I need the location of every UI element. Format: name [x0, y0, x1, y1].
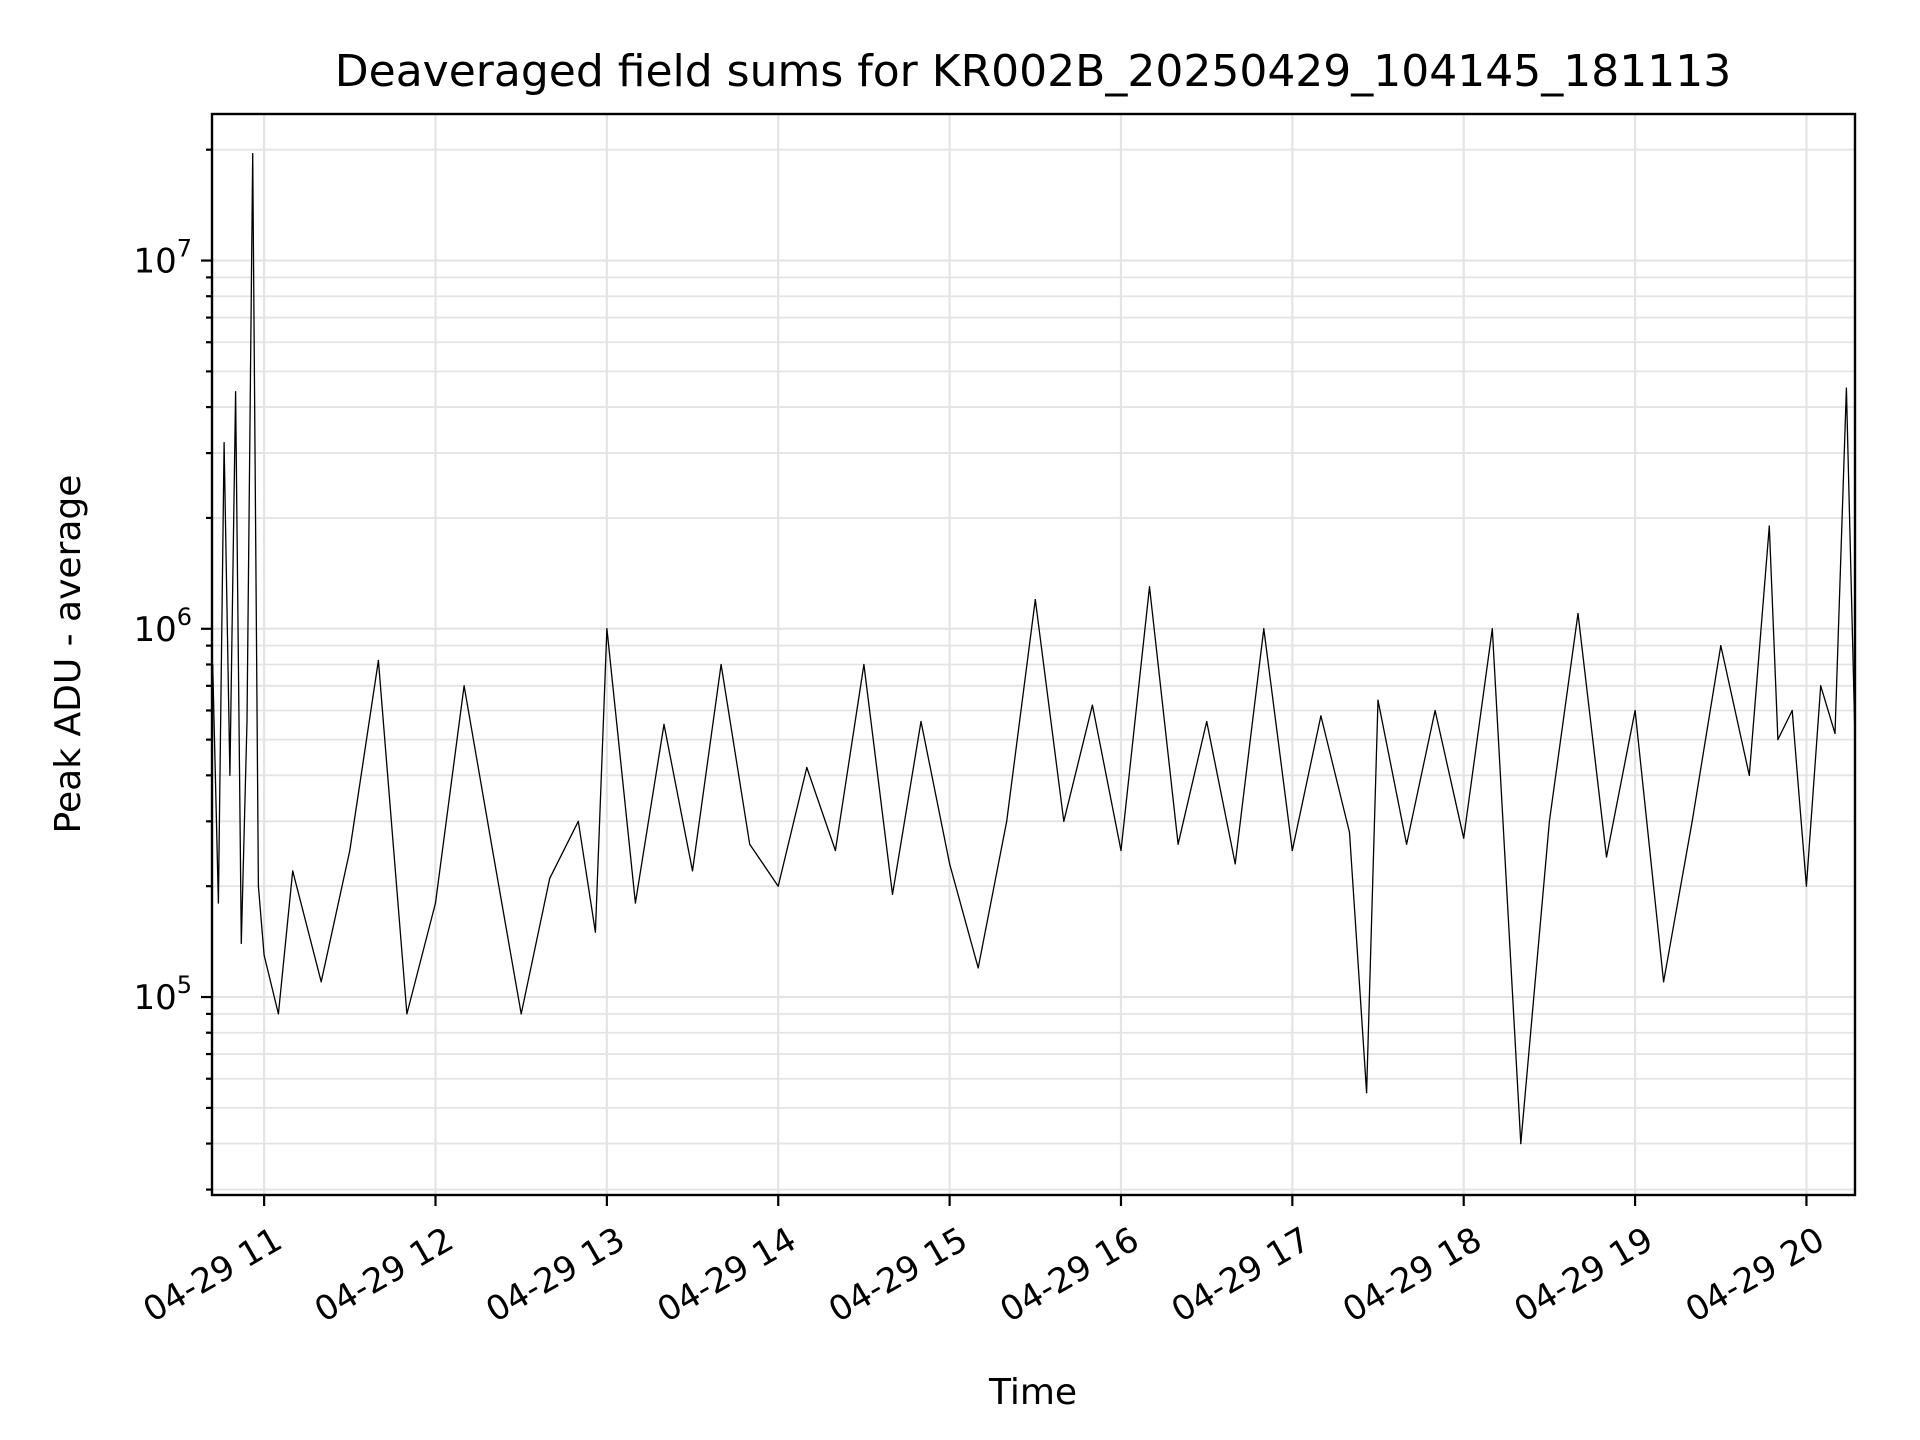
- data-point: [777, 885, 779, 887]
- data-point: [720, 663, 722, 666]
- data-point: [240, 942, 242, 944]
- y-axis: 105 106 107: [133, 148, 212, 1191]
- data-point: [1365, 1092, 1368, 1094]
- data-point: [223, 442, 225, 444]
- data-point: [749, 843, 751, 845]
- data-point: [577, 820, 579, 822]
- data-point: [891, 893, 894, 895]
- data-point: [1320, 715, 1322, 717]
- series-layer: [212, 153, 1856, 1145]
- data-point: [1748, 774, 1750, 776]
- data-point: [252, 153, 254, 155]
- data-point: [1634, 709, 1636, 712]
- data-point: [1463, 837, 1465, 839]
- data-point: [292, 870, 294, 872]
- data-point: [257, 885, 260, 887]
- grid-layer: [212, 114, 1855, 1195]
- data-point: [1577, 612, 1579, 615]
- data-point: [949, 863, 951, 865]
- data-point: [594, 931, 597, 933]
- data-point: [234, 391, 237, 393]
- x-tick-label: 04-29 17: [1165, 1220, 1317, 1331]
- data-point: [663, 723, 665, 725]
- data-point: [1063, 820, 1065, 822]
- data-point: [606, 628, 608, 630]
- data-point: [377, 659, 379, 662]
- x-tick-label: 04-29 13: [479, 1220, 631, 1331]
- y-tick-label: 105: [133, 971, 192, 1018]
- plot-area-frame: [210, 112, 1857, 1197]
- data-point: [1263, 628, 1265, 630]
- data-point: [1006, 820, 1008, 822]
- data-point: [349, 849, 351, 852]
- data-point: [1777, 739, 1779, 741]
- y-axis-title: Peak ADU - average: [48, 475, 89, 834]
- data-point: [1206, 720, 1208, 723]
- data-point: [1791, 709, 1793, 712]
- data-point: [1434, 709, 1436, 712]
- data-point: [1720, 645, 1722, 647]
- data-point: [1845, 387, 1848, 389]
- data-point: [1805, 885, 1808, 887]
- data-point: [1034, 599, 1036, 601]
- data-point: [1234, 863, 1236, 865]
- series-line: [212, 153, 1856, 1145]
- y-tick-label: 106: [133, 603, 192, 650]
- data-point: [320, 981, 322, 983]
- data-point: [492, 849, 494, 852]
- data-point: [229, 774, 231, 776]
- data-point: [406, 1013, 408, 1015]
- data-point: [1548, 820, 1550, 822]
- data-point: [1377, 699, 1379, 701]
- data-point: [634, 902, 637, 904]
- data-point: [263, 954, 265, 956]
- data-point: [1691, 820, 1693, 822]
- data-point: [1177, 843, 1179, 845]
- data-point: [1405, 843, 1408, 845]
- data-point: [217, 902, 220, 904]
- x-tick-label: 04-29 12: [308, 1220, 460, 1331]
- data-point: [277, 1013, 280, 1015]
- data-point: [1520, 1142, 1522, 1145]
- data-point: [1834, 732, 1836, 734]
- data-point: [1768, 525, 1770, 527]
- data-point: [246, 720, 248, 723]
- x-tick-label: 04-29 11: [137, 1220, 289, 1331]
- data-point: [549, 877, 551, 879]
- x-axis-title: Time: [988, 1372, 1077, 1413]
- data-point: [806, 766, 808, 769]
- x-tick-label: 04-29 19: [1508, 1220, 1660, 1331]
- data-point: [691, 870, 694, 872]
- y-tick-label: 107: [133, 235, 192, 282]
- data-point: [834, 849, 836, 852]
- data-point: [920, 720, 922, 723]
- x-tick-label: 04-29 18: [1336, 1220, 1488, 1331]
- x-tick-label: 04-29 15: [822, 1220, 974, 1331]
- data-point: [1120, 849, 1122, 852]
- data-point: [463, 685, 465, 687]
- data-point: [977, 967, 979, 969]
- x-tick-label: 04-29 14: [651, 1220, 803, 1331]
- chart-title: Deaveraged field sums for KR002B_2025042…: [335, 46, 1731, 97]
- data-point: [1291, 849, 1293, 852]
- data-point: [1663, 981, 1665, 983]
- data-point: [1605, 856, 1608, 858]
- x-axis: 04-29 11 04-29 12 04-29 13 04-29 14 04-29 15…: [137, 1195, 1831, 1331]
- data-point: [1091, 704, 1094, 706]
- data-point: [1348, 831, 1351, 833]
- x-tick-label: 04-29 20: [1679, 1220, 1831, 1331]
- data-point: [1148, 586, 1151, 588]
- data-point: [863, 663, 865, 666]
- data-point: [1491, 628, 1493, 630]
- data-point: [434, 902, 437, 904]
- data-point: [520, 1013, 522, 1015]
- x-tick-label: 04-29 16: [993, 1220, 1145, 1331]
- data-point: [1820, 685, 1822, 687]
